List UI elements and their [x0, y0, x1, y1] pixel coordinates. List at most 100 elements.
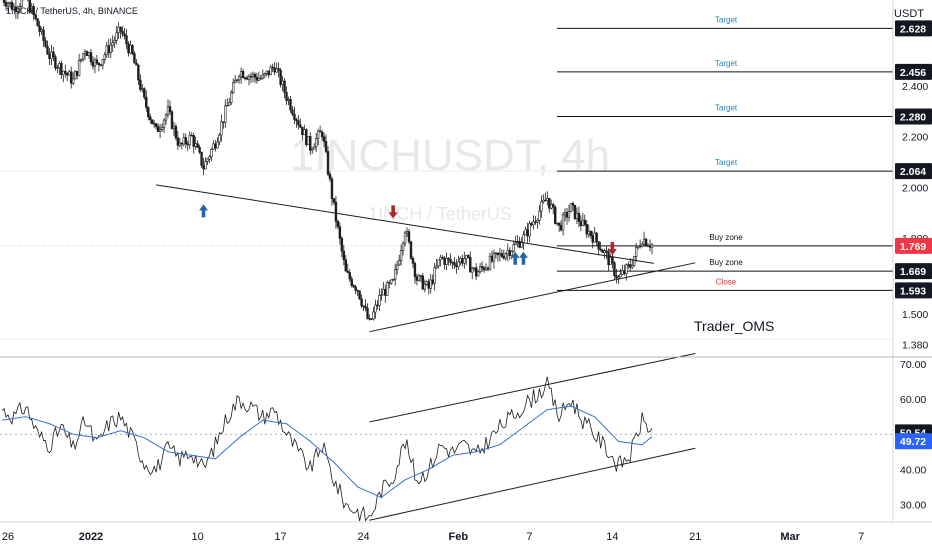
- candle-body: [111, 42, 114, 46]
- candle-body: [413, 262, 417, 278]
- candle-body: [384, 289, 387, 296]
- candle-body: [395, 264, 399, 270]
- candle-body: [567, 211, 571, 218]
- candle-body: [332, 198, 336, 203]
- candle-body: [83, 51, 87, 54]
- candle-body: [105, 45, 108, 56]
- candle-body: [356, 290, 359, 292]
- candle-body: [469, 257, 472, 273]
- time-tick-label: 24: [357, 531, 369, 543]
- candle-body: [534, 221, 537, 223]
- candle-body: [500, 253, 504, 257]
- candle-body: [587, 230, 590, 235]
- candle-body: [546, 197, 549, 201]
- candle-body: [255, 76, 259, 81]
- candle-body: [36, 18, 39, 27]
- candle-body: [478, 266, 482, 273]
- candle-body: [411, 258, 415, 264]
- candle-body: [93, 59, 97, 67]
- candle-body: [615, 275, 618, 279]
- candle-body: [117, 26, 120, 33]
- arrow-up-icon: [510, 251, 520, 265]
- candle-body: [455, 264, 458, 267]
- candle-body: [135, 62, 138, 66]
- candle-body: [429, 279, 432, 289]
- level-lines[interactable]: Target Target Target Target Buy zone Buy zone…: [557, 15, 893, 291]
- candle-body: [48, 53, 51, 59]
- candle-body: [538, 210, 541, 221]
- trendlines[interactable]: [156, 184, 696, 333]
- candle-body: [427, 281, 430, 289]
- candle-body: [595, 232, 598, 242]
- candle-body: [121, 30, 124, 35]
- rsi-tick-label: 40.00: [900, 464, 926, 476]
- time-tick-label: 7: [526, 531, 532, 543]
- candle-body: [198, 147, 201, 153]
- candle-body: [75, 71, 79, 76]
- candle-body: [42, 29, 45, 41]
- candle-body: [581, 219, 585, 226]
- candle-body: [508, 250, 511, 256]
- price-label-box: [895, 263, 932, 280]
- candle-body: [569, 203, 573, 213]
- candle-body: [360, 298, 363, 307]
- candle-body: [433, 267, 436, 284]
- candle-body: [421, 275, 425, 290]
- time-axis[interactable]: 262022101724Feb71421Mar71421: [2, 531, 932, 543]
- candle-body: [318, 130, 322, 133]
- candle-body: [265, 70, 268, 74]
- rsi-tick-label: 70.00: [900, 359, 926, 371]
- candle-body: [50, 51, 53, 59]
- candle-body: [208, 156, 211, 160]
- price-label-text: 2.064: [900, 166, 926, 178]
- candle-body: [20, 0, 24, 7]
- ascending-trendline[interactable]: [369, 262, 696, 333]
- candle-body: [58, 62, 61, 69]
- candle-body: [439, 256, 442, 261]
- price-label-text: 1.669: [900, 266, 926, 278]
- candle-body: [459, 258, 462, 263]
- candle-body: [565, 212, 569, 218]
- candle-body: [8, 1, 12, 4]
- candle-body: [66, 72, 69, 76]
- candle-body: [530, 223, 533, 226]
- rsi-upper-channel[interactable]: [369, 353, 696, 423]
- candle-body: [283, 80, 286, 93]
- candle-body: [164, 114, 168, 121]
- candle-body: [634, 247, 638, 257]
- candle-body: [139, 79, 142, 90]
- candle-body: [224, 105, 227, 123]
- author-label: Trader_OMS: [694, 318, 774, 334]
- candle-body: [552, 204, 555, 208]
- rsi-lower-channel[interactable]: [369, 447, 696, 521]
- candle-body: [237, 76, 241, 81]
- candle-body: [287, 99, 290, 101]
- candle-body: [368, 318, 371, 320]
- candle-body: [532, 221, 535, 226]
- candle-body: [607, 251, 610, 266]
- candle-body: [471, 268, 474, 273]
- candle-body: [87, 52, 91, 56]
- candle-body: [407, 231, 411, 243]
- candle-body: [289, 99, 292, 111]
- candle-body: [506, 250, 509, 255]
- candle-body: [553, 206, 557, 224]
- price-label-text: 1.593: [900, 285, 926, 297]
- candle-body: [235, 79, 239, 81]
- candle-body: [366, 307, 369, 319]
- candle-body: [633, 256, 636, 266]
- descending-trendline[interactable]: [156, 184, 654, 264]
- candle-body: [127, 43, 130, 54]
- candle-body: [403, 232, 407, 244]
- candle-body: [152, 123, 156, 125]
- level-label: Target: [715, 59, 738, 68]
- candle-body: [575, 212, 579, 220]
- candle-body: [200, 151, 203, 166]
- candle-body: [457, 261, 460, 267]
- rsi-ma-line: [2, 405, 653, 498]
- candle-body: [437, 259, 440, 267]
- candle-body: [571, 203, 575, 206]
